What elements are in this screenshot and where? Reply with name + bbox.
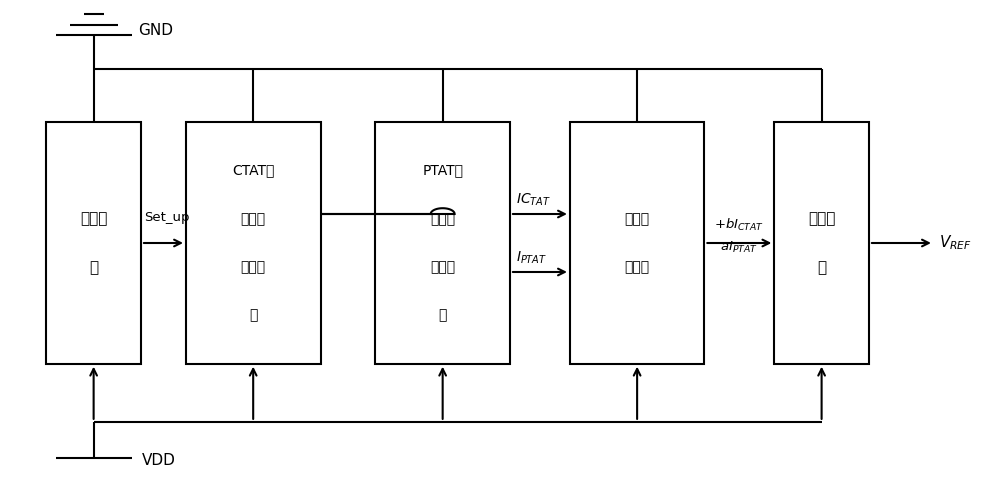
Text: Set_up: Set_up bbox=[144, 210, 189, 224]
Text: $IC_{TAT}$: $IC_{TAT}$ bbox=[516, 192, 551, 208]
Text: CTAT偏: CTAT偏 bbox=[232, 163, 274, 177]
Text: 启动电: 启动电 bbox=[80, 211, 107, 226]
Bar bbox=[375, 122, 510, 364]
Text: 有源电: 有源电 bbox=[808, 211, 835, 226]
Text: $I_{PTAT}$: $I_{PTAT}$ bbox=[516, 250, 547, 266]
Text: 路: 路 bbox=[89, 260, 98, 275]
Text: 电流叠: 电流叠 bbox=[625, 212, 650, 226]
Bar bbox=[774, 122, 869, 364]
Text: 阻: 阻 bbox=[817, 260, 826, 275]
Text: $V_{REF}$: $V_{REF}$ bbox=[939, 234, 972, 252]
Text: 加电路: 加电路 bbox=[625, 260, 650, 274]
Text: 产生电: 产生电 bbox=[430, 260, 455, 274]
Text: 路: 路 bbox=[249, 309, 257, 323]
Text: 置电流: 置电流 bbox=[430, 212, 455, 226]
Text: 路: 路 bbox=[438, 309, 447, 323]
Bar bbox=[186, 122, 320, 364]
Text: PTAT偏: PTAT偏 bbox=[422, 163, 463, 177]
Bar bbox=[570, 122, 704, 364]
Text: $aI_{PTAT}$: $aI_{PTAT}$ bbox=[720, 240, 758, 255]
Text: VDD: VDD bbox=[141, 453, 175, 468]
Text: $+bI_{CTAT}$: $+bI_{CTAT}$ bbox=[714, 217, 764, 233]
Text: 产生电: 产生电 bbox=[241, 260, 266, 274]
Text: GND: GND bbox=[139, 23, 174, 38]
Text: 置电流: 置电流 bbox=[241, 212, 266, 226]
Bar bbox=[46, 122, 141, 364]
